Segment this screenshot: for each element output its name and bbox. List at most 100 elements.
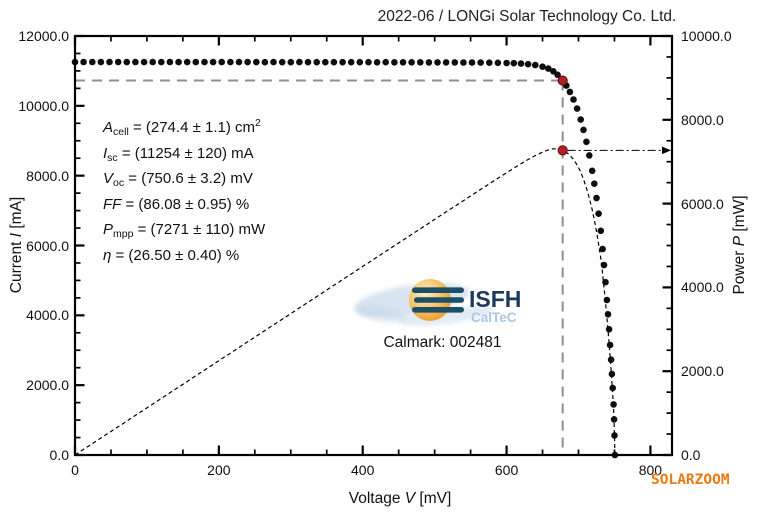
iv-data-point bbox=[132, 58, 139, 66]
iv-data-point bbox=[607, 356, 615, 364]
iv-data-point bbox=[610, 416, 618, 423]
iv-data-point bbox=[539, 63, 546, 70]
iv-data-point bbox=[597, 227, 605, 235]
x-tick-label: 200 bbox=[207, 462, 231, 478]
iv-data-point bbox=[442, 59, 450, 66]
iv-data-point bbox=[599, 245, 606, 253]
param-value: = (7271 ± 110) mW bbox=[133, 221, 266, 239]
iv-data-point bbox=[573, 105, 581, 112]
y-left-tick-label: 12000.0 bbox=[18, 28, 69, 44]
mpp-marker-power bbox=[557, 145, 568, 156]
x-tick-label: 600 bbox=[494, 462, 519, 478]
y-right-tick-label: 2000.0 bbox=[681, 363, 724, 380]
iv-data-point bbox=[554, 71, 561, 79]
x-axis-label-pre: Voltage bbox=[348, 490, 405, 507]
iv-data-point bbox=[600, 261, 608, 269]
iv-data-point bbox=[356, 58, 364, 66]
param-value: = (86.08 ± 0.95) % bbox=[121, 195, 250, 213]
x-axis-label-post: [mV] bbox=[415, 490, 452, 507]
param-area: Acell = (274.4 ± 1.1) cm2 bbox=[103, 111, 265, 138]
iv-data-point bbox=[610, 401, 617, 408]
iv-data-point bbox=[611, 432, 618, 439]
iv-data-point bbox=[593, 194, 600, 202]
iv-data-point bbox=[140, 58, 148, 66]
y-right-tick-label: 0.0 bbox=[681, 447, 701, 463]
iv-data-point bbox=[97, 58, 105, 66]
param-voc: Voc = (750.6 ± 3.2) mV bbox=[103, 162, 265, 190]
iv-data-point bbox=[460, 59, 467, 66]
iv-data-point bbox=[503, 59, 510, 67]
iv-data-point bbox=[583, 138, 590, 146]
x-tick-label: 0 bbox=[71, 462, 79, 478]
y-right-label-symbol: P bbox=[731, 235, 748, 247]
y-left-tick-label: 6000.0 bbox=[26, 237, 69, 254]
iv-data-point bbox=[227, 58, 234, 66]
y-right-label-pre: Power bbox=[731, 246, 748, 295]
iv-data-point bbox=[201, 58, 208, 66]
iv-data-point bbox=[517, 60, 525, 67]
y-left-tick-label: 4000.0 bbox=[26, 307, 69, 324]
iv-data-point bbox=[304, 58, 312, 66]
y-right-axis-label: Power P [mW] bbox=[731, 195, 749, 294]
iv-data-point bbox=[339, 58, 346, 66]
param-superscript: 2 bbox=[255, 117, 261, 129]
iv-data-point bbox=[591, 180, 598, 187]
param-subscript: cell bbox=[113, 126, 129, 138]
iv-data-point bbox=[577, 116, 584, 123]
iv-data-point bbox=[586, 152, 593, 159]
iv-data-point bbox=[287, 58, 295, 66]
logo-brand-text: ISFH bbox=[469, 286, 521, 312]
param-value: = (274.4 ± 1.1) cm bbox=[128, 119, 255, 136]
solarzoom-watermark: SOLARZOOM bbox=[651, 472, 730, 488]
param-value: = (11254 ± 120) mA bbox=[117, 144, 254, 162]
iv-data-point bbox=[278, 58, 286, 66]
iv-data-point bbox=[486, 59, 493, 66]
y-right-tick-label: 10000.0 bbox=[681, 28, 732, 44]
iv-data-point bbox=[609, 384, 616, 392]
y-left-tick-label: 0.0 bbox=[49, 447, 69, 463]
iv-data-point bbox=[373, 59, 381, 66]
iv-data-point bbox=[218, 58, 225, 66]
param-symbol: V bbox=[103, 170, 114, 188]
iv-data-point bbox=[425, 59, 433, 66]
iv-data-point bbox=[399, 59, 407, 66]
iv-data-point bbox=[322, 58, 329, 66]
iv-data-point bbox=[235, 58, 243, 66]
iv-data-point bbox=[468, 59, 476, 66]
iv-data-point bbox=[149, 58, 156, 66]
param-value: = (26.50 ± 0.40) % bbox=[111, 246, 240, 264]
power-curve bbox=[74, 148, 616, 456]
iv-data-point bbox=[570, 96, 577, 103]
iv-data-point bbox=[494, 59, 502, 67]
mpp-marker-iv bbox=[557, 75, 568, 86]
isfh-caltec-logo: ISFH CalTeC bbox=[354, 279, 521, 326]
iv-data-point bbox=[209, 58, 217, 66]
iv-data-point bbox=[166, 58, 174, 66]
y-left-tick-label: 10000.0 bbox=[18, 97, 69, 114]
iv-data-point bbox=[566, 88, 574, 96]
iv-data-point bbox=[588, 167, 596, 175]
param-subscript: oc bbox=[113, 177, 125, 190]
iv-data-point bbox=[608, 370, 616, 378]
param-subscript: mpp bbox=[113, 228, 134, 241]
iv-data-point bbox=[451, 59, 459, 66]
iv-data-point bbox=[106, 58, 113, 66]
param-efficiency: η = (26.50 ± 0.40) % bbox=[103, 239, 265, 265]
iv-data-point bbox=[89, 58, 96, 66]
iv-data-point bbox=[595, 210, 602, 217]
y-left-label-pre: Current bbox=[8, 237, 25, 294]
param-pmpp: Pmpp = (7271 ± 110) mW bbox=[103, 213, 266, 241]
iv-data-point bbox=[604, 311, 612, 318]
calmark-label: Calmark: 002481 bbox=[383, 334, 502, 351]
iv-data-point bbox=[80, 58, 87, 66]
y-left-label-symbol: I bbox=[8, 232, 25, 238]
mpp-power-arrowhead-icon bbox=[662, 146, 671, 155]
x-axis-label-symbol: V bbox=[404, 490, 416, 507]
iv-data-point bbox=[603, 296, 611, 304]
iv-data-point bbox=[365, 58, 372, 66]
iv-data-point bbox=[296, 58, 303, 66]
y-left-tick-label: 8000.0 bbox=[26, 167, 69, 184]
